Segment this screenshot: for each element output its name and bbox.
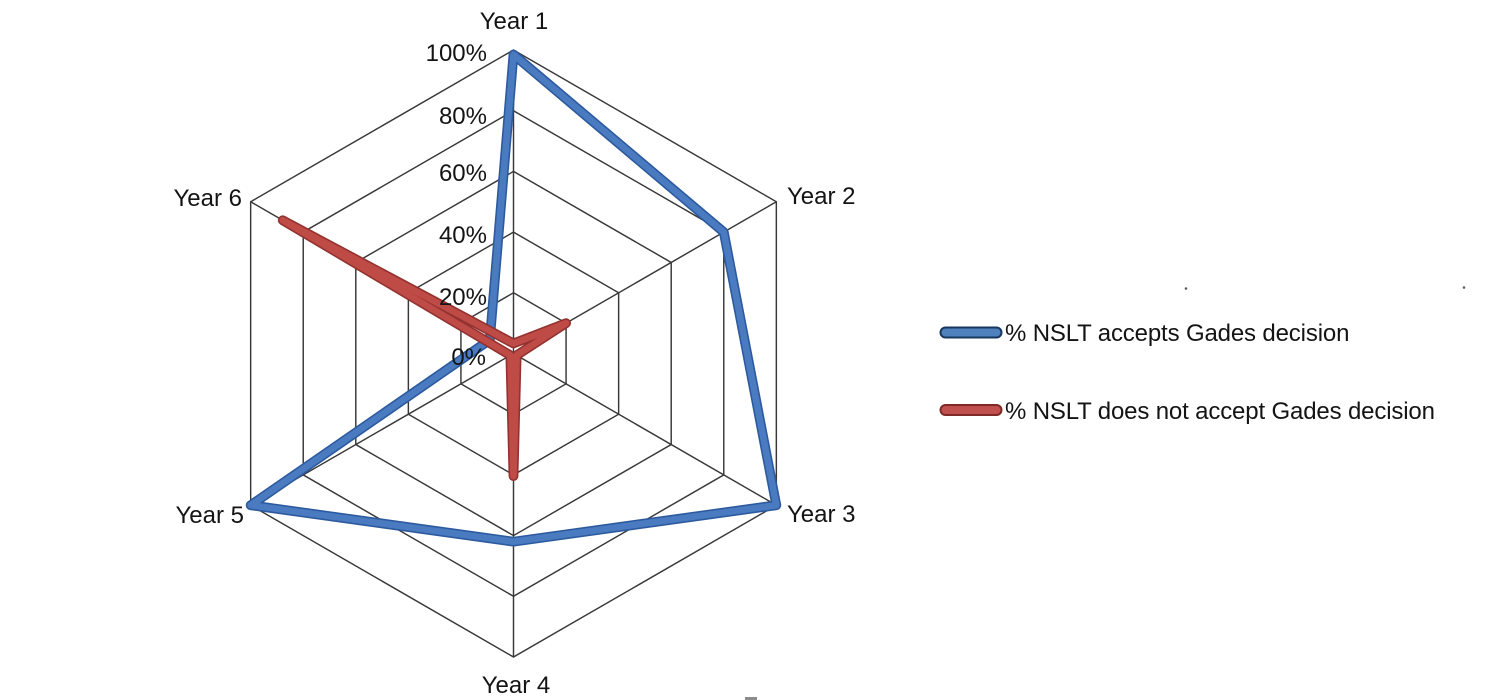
svg-text:% NSLT does not accept Gades d: % NSLT does not accept Gades decision xyxy=(1005,398,1435,425)
svg-text:60%: 60% xyxy=(439,160,487,187)
svg-text:Year 3: Year 3 xyxy=(787,501,856,528)
svg-text:Year 4: Year 4 xyxy=(482,672,551,699)
svg-text:100%: 100% xyxy=(426,40,487,67)
svg-text:0%: 0% xyxy=(451,344,486,371)
svg-text:Year 2: Year 2 xyxy=(787,183,856,210)
svg-text:% NSLT accepts Gades decision: % NSLT accepts Gades decision xyxy=(1005,320,1349,347)
svg-text:40%: 40% xyxy=(439,222,487,249)
svg-text:80%: 80% xyxy=(439,103,487,130)
svg-text:Year 5: Year 5 xyxy=(175,502,244,529)
svg-text:20%: 20% xyxy=(439,284,487,311)
svg-text:Year 6: Year 6 xyxy=(173,185,242,212)
svg-text:Year 1: Year 1 xyxy=(480,8,549,35)
